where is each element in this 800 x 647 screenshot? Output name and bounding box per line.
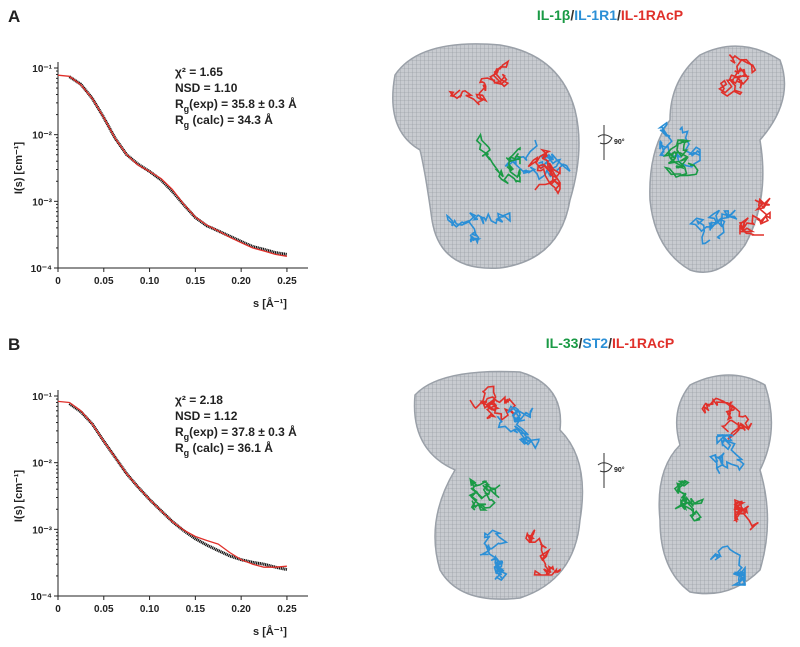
rotation-label: 90° bbox=[614, 466, 625, 474]
annotation-part: g bbox=[184, 448, 190, 458]
protein-chain bbox=[733, 498, 759, 531]
annotation: χ² = 2.18 bbox=[175, 393, 223, 407]
protein-chain bbox=[718, 54, 757, 97]
protein-chain bbox=[525, 529, 561, 576]
x-axis-label: s [Å⁻¹] bbox=[253, 625, 287, 638]
annotation-part: g bbox=[184, 432, 190, 442]
x-tick-label: 0 bbox=[55, 604, 61, 615]
y-tick-label: 10⁻² bbox=[32, 131, 52, 142]
protein-chain bbox=[662, 138, 699, 178]
annotation: NSD = 1.12 bbox=[175, 409, 238, 423]
annotation-part: R bbox=[175, 425, 184, 439]
title-part: / bbox=[617, 7, 621, 23]
annotation: Rg (calc) = 36.1 Å bbox=[175, 440, 273, 458]
protein-chain bbox=[468, 477, 501, 511]
y-tick-label: 10⁻³ bbox=[32, 197, 52, 208]
annotation: Rg (calc) = 34.3 Å bbox=[175, 112, 273, 130]
annotation-part: χ² = 2.18 bbox=[175, 393, 223, 407]
protein-chain bbox=[708, 434, 745, 475]
x-tick-label: 0.10 bbox=[140, 276, 160, 287]
x-tick-label: 0.25 bbox=[277, 276, 297, 287]
protein-chain bbox=[709, 545, 747, 586]
panel-label: A bbox=[8, 7, 20, 26]
title-part: IL-1β bbox=[537, 7, 571, 23]
y-axis-label: I(s) [cm⁻¹] bbox=[13, 470, 25, 523]
protein-chain bbox=[738, 197, 771, 236]
data-line bbox=[57, 400, 287, 568]
annotation: NSD = 1.10 bbox=[175, 81, 238, 95]
protein-chain bbox=[445, 211, 511, 245]
title-part: / bbox=[608, 335, 612, 351]
y-tick-label: 10⁻¹ bbox=[32, 64, 52, 75]
annotation-part: NSD = 1.12 bbox=[175, 409, 238, 423]
x-tick-label: 0.20 bbox=[231, 604, 251, 615]
title-part: / bbox=[570, 7, 574, 23]
envelope bbox=[392, 43, 580, 270]
structure-title: IL-33/ST2/IL-1RAcP bbox=[546, 335, 674, 351]
y-tick-label: 10⁻⁴ bbox=[31, 264, 52, 275]
annotation-part: χ² = 1.65 bbox=[175, 65, 223, 79]
protein-chain bbox=[448, 59, 510, 106]
protein-chain bbox=[475, 132, 521, 185]
title-part: IL-1RAcP bbox=[612, 335, 674, 351]
x-tick-label: 0.20 bbox=[231, 276, 251, 287]
rotation-icon bbox=[597, 453, 613, 488]
x-tick-label: 0.25 bbox=[277, 604, 297, 615]
protein-chain bbox=[673, 479, 705, 522]
annotation-part: (exp) = 35.8 ± 0.3 Å bbox=[189, 96, 297, 111]
annotation-part: g bbox=[184, 104, 190, 114]
title-part: / bbox=[578, 335, 582, 351]
x-tick-label: 0.15 bbox=[186, 604, 206, 615]
annotation-part: R bbox=[175, 441, 184, 455]
panel-label: B bbox=[8, 335, 20, 354]
structure-title: IL-1β/IL-1R1/IL-1RAcP bbox=[537, 7, 683, 23]
annotation-part: R bbox=[175, 97, 184, 111]
x-tick-label: 0.15 bbox=[186, 276, 206, 287]
annotation-part: (calc) = 34.3 Å bbox=[189, 112, 273, 127]
title-part: ST2 bbox=[582, 335, 608, 351]
x-tick-label: 0.10 bbox=[140, 604, 160, 615]
title-part: IL-33 bbox=[546, 335, 579, 351]
rotation-icon bbox=[597, 125, 613, 160]
annotation: χ² = 1.65 bbox=[175, 65, 223, 79]
x-tick-label: 0.05 bbox=[94, 276, 114, 287]
y-tick-label: 10⁻¹ bbox=[32, 392, 52, 403]
rotation-label: 90° bbox=[614, 138, 625, 146]
x-axis-label: s [Å⁻¹] bbox=[253, 297, 287, 310]
annotation-part: g bbox=[184, 120, 190, 130]
x-tick-label: 0.05 bbox=[94, 604, 114, 615]
envelope bbox=[649, 45, 786, 273]
y-tick-label: 10⁻² bbox=[32, 459, 52, 470]
y-tick-label: 10⁻³ bbox=[32, 525, 52, 536]
protein-chain bbox=[701, 397, 753, 440]
annotation: Rg(exp) = 37.8 ± 0.3 Å bbox=[175, 424, 297, 442]
title-part: IL-1R1 bbox=[574, 7, 617, 23]
protein-chain bbox=[496, 404, 540, 450]
annotation-part: R bbox=[175, 113, 184, 127]
annotation-part: (exp) = 37.8 ± 0.3 Å bbox=[189, 424, 297, 439]
y-axis-label: I(s) [cm⁻¹] bbox=[13, 142, 25, 195]
annotation-part: NSD = 1.10 bbox=[175, 81, 238, 95]
x-tick-label: 0 bbox=[55, 276, 61, 287]
y-tick-label: 10⁻⁴ bbox=[31, 592, 52, 603]
protein-chain bbox=[688, 209, 738, 245]
annotation-part: (calc) = 36.1 Å bbox=[189, 440, 273, 455]
data-line bbox=[57, 74, 288, 257]
envelope bbox=[658, 374, 773, 595]
protein-chain bbox=[469, 385, 517, 422]
protein-chain bbox=[527, 148, 562, 195]
protein-chain bbox=[479, 529, 509, 582]
annotation: Rg(exp) = 35.8 ± 0.3 Å bbox=[175, 96, 297, 114]
title-part: IL-1RAcP bbox=[621, 7, 683, 23]
